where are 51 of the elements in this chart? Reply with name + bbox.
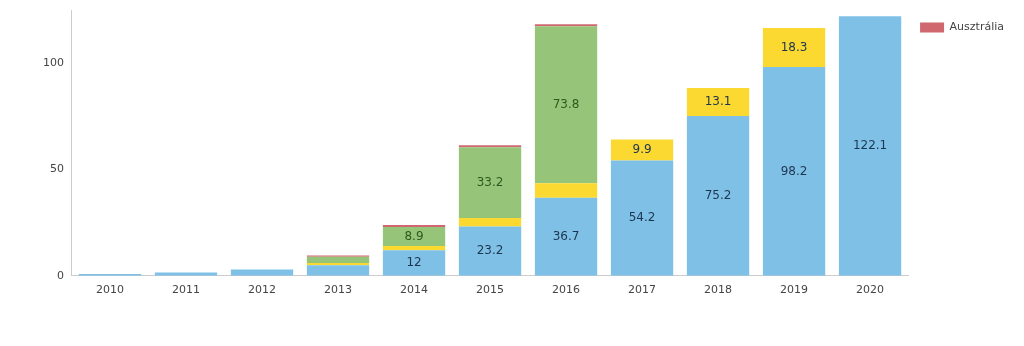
data-label: 73.8	[552, 96, 580, 111]
bar	[686, 115, 750, 276]
y-tick-label: 0	[57, 268, 64, 282]
bar	[382, 250, 446, 276]
y-tick-label: 50	[50, 162, 64, 176]
bar	[610, 139, 674, 161]
x-tick-label: 2010	[96, 283, 124, 297]
legend-label: Ausztrália	[949, 20, 1005, 34]
bar	[306, 256, 370, 264]
x-tick-label: 2016	[552, 283, 581, 297]
data-label: 13.1	[704, 94, 732, 109]
x-tick-label: 2020	[856, 283, 885, 297]
data-label: 36.7	[552, 228, 580, 243]
bar	[686, 88, 750, 116]
x-tick-label: 2012	[248, 283, 277, 297]
x-tick-label: 2011	[172, 283, 201, 297]
bar	[458, 217, 522, 227]
data-label: 33.2	[476, 174, 504, 189]
bar	[762, 28, 826, 67]
data-label: 23.2	[476, 243, 504, 258]
y-tick-label: 100	[43, 56, 64, 70]
bar	[458, 145, 522, 148]
x-tick-label: 2014	[400, 283, 429, 297]
bar	[382, 227, 446, 247]
bar	[458, 147, 522, 218]
bar	[382, 224, 446, 228]
bar	[382, 246, 446, 251]
bar	[306, 265, 370, 276]
bar	[534, 24, 598, 27]
data-label: 54.2	[628, 210, 656, 225]
data-label: 9.9	[632, 142, 652, 157]
data-label: 18.3	[780, 39, 808, 54]
x-tick-label: 2013	[324, 283, 353, 297]
data-label: 8.9	[404, 228, 424, 243]
bar	[534, 197, 598, 276]
data-label: 122.1	[852, 138, 888, 153]
bar	[838, 16, 902, 276]
bar	[762, 66, 826, 276]
bar	[306, 263, 370, 266]
data-label: 75.2	[704, 187, 732, 202]
bar	[458, 226, 522, 276]
data-label: 98.2	[780, 163, 808, 178]
x-tick-label: 2018	[704, 283, 733, 297]
bar	[610, 160, 674, 276]
bar	[534, 26, 598, 184]
x-tick-label: 2017	[628, 283, 657, 297]
x-tick-label: 2015	[476, 283, 505, 297]
data-label: 12	[406, 255, 422, 270]
bar	[230, 269, 294, 276]
x-tick-label: 2019	[780, 283, 809, 297]
bar	[534, 183, 598, 198]
